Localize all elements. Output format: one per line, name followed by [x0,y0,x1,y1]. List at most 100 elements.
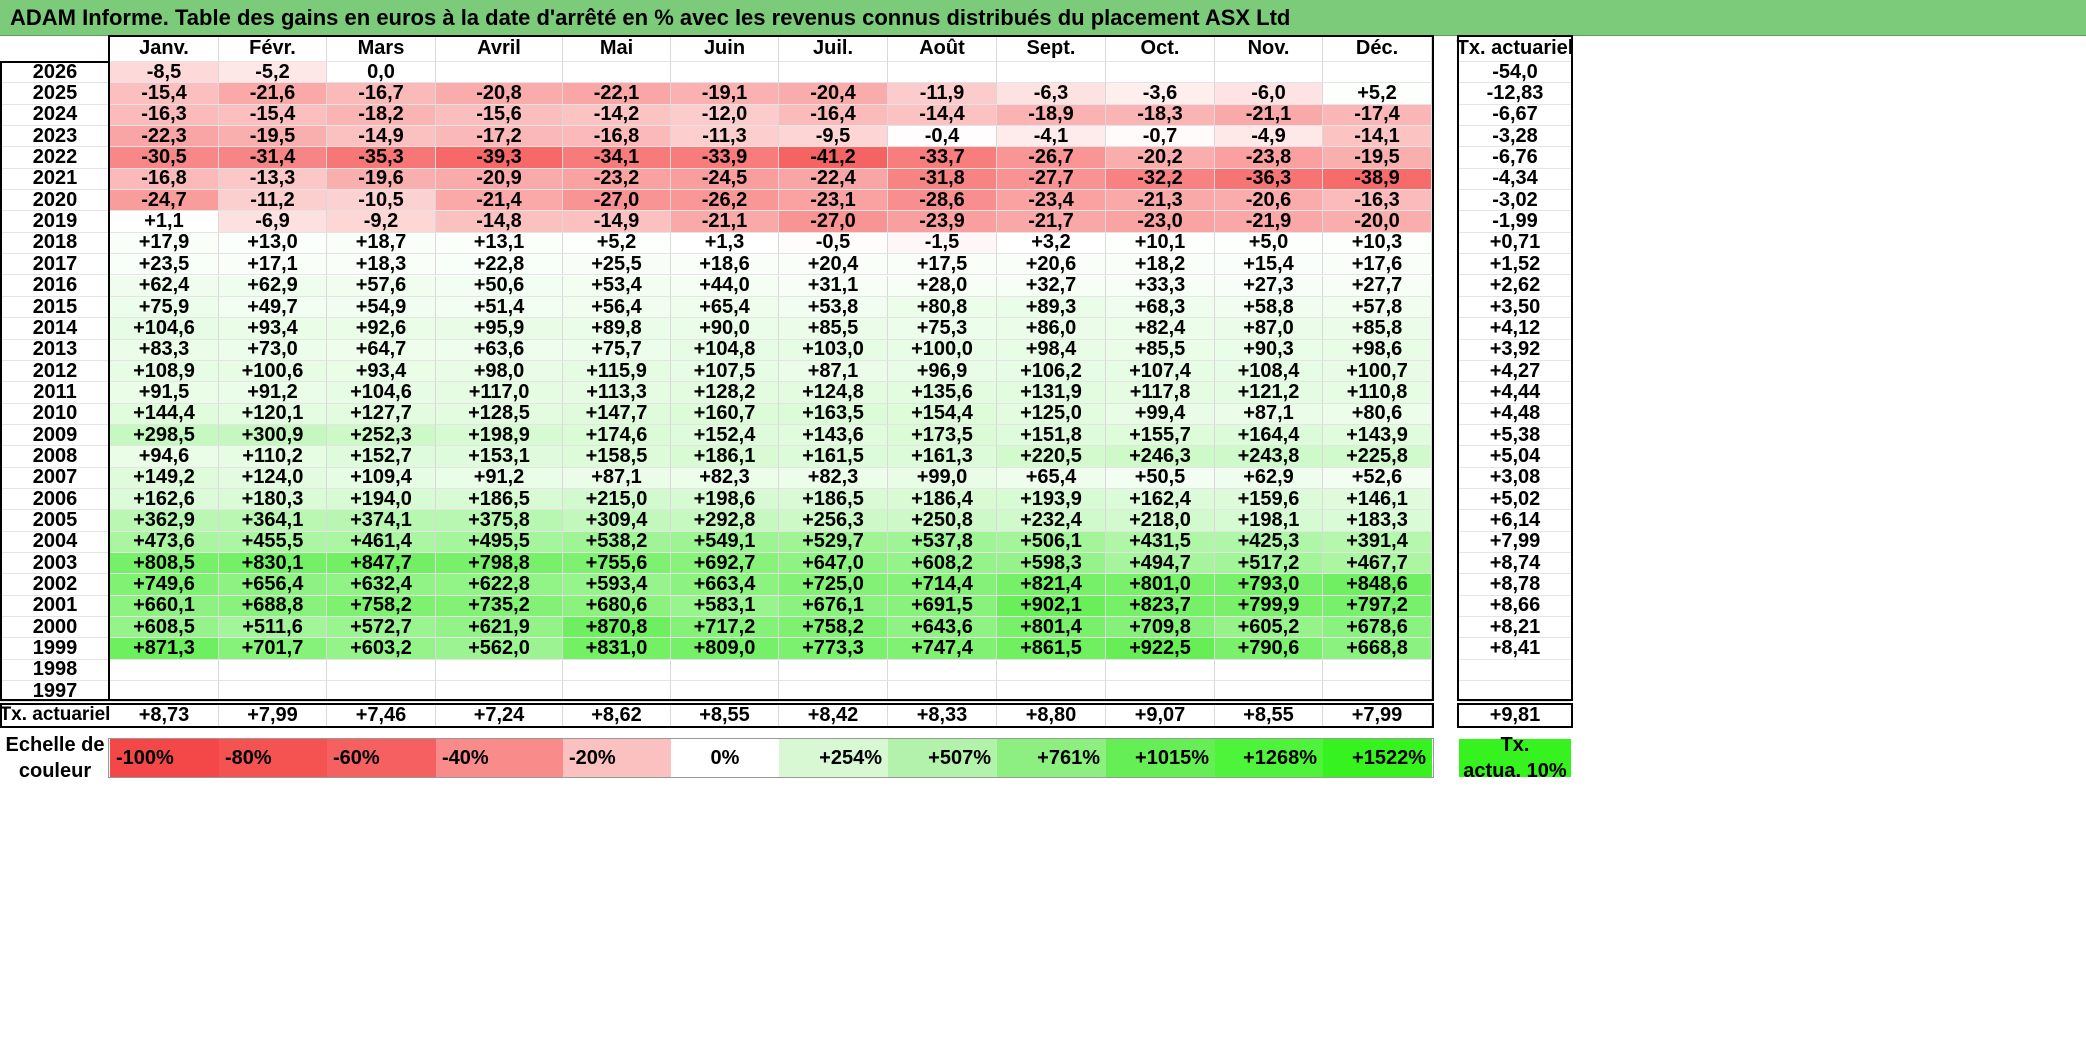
table-cell: -18,3 [1106,103,1215,127]
table-cell: +603,2 [327,637,436,660]
table-cell: -24,5 [671,167,779,191]
table-cell: +821,4 [997,573,1106,596]
table-cell: +847,7 [327,552,436,575]
table-cell: +632,4 [327,573,436,596]
table-cell: +747,4 [888,637,997,660]
table-cell: +83,3 [110,338,219,361]
table-cell: +62,9 [219,274,327,297]
table-cell: +87,0 [1215,317,1323,340]
table-cell [779,659,888,682]
table-cell: -23,0 [1106,210,1215,233]
table-cell: +309,4 [563,509,671,532]
table-cell: -16,3 [1323,189,1432,212]
year-label: 2008 [0,445,110,468]
table-cell: -20,6 [1215,189,1323,212]
table-cell [779,681,888,703]
annual-rate-cell: +4,48 [1459,402,1571,425]
legend-swatch: -20% [563,739,671,777]
table-cell: +62,9 [1215,466,1323,489]
table-cell: -20,4 [779,82,888,105]
annual-rate-cell: +6,14 [1459,509,1571,532]
table-cell: -20,2 [1106,146,1215,169]
table-cell: +688,8 [219,594,327,618]
table-cell: +143,9 [1323,424,1432,447]
table-cell: +758,2 [327,594,436,618]
table-cell: +52,6 [1323,466,1432,489]
year-label: 2014 [0,317,110,340]
table-cell: -28,6 [888,189,997,212]
table-cell: -24,7 [110,189,219,212]
table-cell: +243,8 [1215,445,1323,468]
table-cell: +13,1 [436,231,563,255]
table-cell: +104,6 [110,317,219,340]
table-cell: -19,6 [327,167,436,191]
table-cell: +5,2 [563,231,671,255]
legend-title-line: Echelle de [5,734,105,756]
year-label: 2024 [0,103,110,127]
table-cell: +161,3 [888,445,997,468]
table-cell [327,681,436,703]
table-cell: +461,4 [327,530,436,554]
month-header: Oct. [1106,36,1215,62]
year-label: 2013 [0,338,110,361]
table-cell [1215,659,1323,682]
table-cell: +152,4 [671,424,779,447]
table-cell: +668,8 [1323,637,1432,660]
table-cell [1106,62,1215,84]
table-cell: +124,0 [219,466,327,489]
annual-rate-header: Tx. actuariel [1457,36,1573,62]
table-cell: -30,5 [110,146,219,169]
annual-rate-cell: -3,28 [1459,125,1571,148]
table-cell: +87,1 [1215,402,1323,425]
annual-rate-cell: -54,0 [1459,61,1571,84]
table-cell: -9,2 [327,210,436,233]
table-cell: +735,2 [436,594,563,618]
year-label: 2025 [0,82,110,105]
table-cell: -11,3 [671,125,779,148]
table-cell [563,62,671,84]
table-cell: -33,7 [888,146,997,169]
table-cell: +801,4 [997,616,1106,639]
annual-rate-cell: +4,27 [1459,360,1571,383]
table-cell: -15,4 [219,103,327,127]
table-cell [436,659,563,682]
table-cell: +108,9 [110,360,219,383]
rate-column-border [1457,35,1573,701]
table-cell: +98,6 [1323,338,1432,361]
table-cell [671,681,779,703]
year-label: 2021 [0,167,110,191]
year-label: 2000 [0,616,110,639]
table-cell: +53,8 [779,296,888,319]
table-cell: -10,5 [327,189,436,212]
table-cell: +94,6 [110,445,219,468]
table-cell: +75,3 [888,317,997,340]
table-cell: +174,6 [563,424,671,447]
table-cell: +495,5 [436,530,563,554]
table-cell: +18,2 [1106,253,1215,276]
table-cell: +54,9 [327,296,436,319]
table-cell: +823,7 [1106,594,1215,618]
table-cell [327,659,436,682]
table-cell: +709,8 [1106,616,1215,639]
year-label: 2001 [0,594,110,618]
table-cell: +87,1 [563,466,671,489]
table-cell: +90,3 [1215,338,1323,361]
table-cell: -16,4 [779,103,888,127]
table-cell: -0,7 [1106,125,1215,148]
table-cell: +10,3 [1323,231,1432,255]
table-cell: +17,6 [1323,253,1432,276]
table-cell: +232,4 [997,509,1106,532]
table-cell [436,681,563,703]
table-cell: +85,5 [1106,338,1215,361]
table-cell: +250,8 [888,509,997,532]
table-cell: +364,1 [219,509,327,532]
legend-swatch: +1015% [1106,739,1215,777]
legend-target-rate: Tx. actua. 10% [1459,734,1571,782]
annual-rate-cell: +8,78 [1459,573,1571,596]
table-cell: +608,2 [888,552,997,575]
table-cell: -23,4 [997,189,1106,212]
table-cell: +154,4 [888,402,997,425]
table-cell: +749,6 [110,573,219,596]
table-cell: -41,2 [779,146,888,169]
table-cell: +18,6 [671,253,779,276]
